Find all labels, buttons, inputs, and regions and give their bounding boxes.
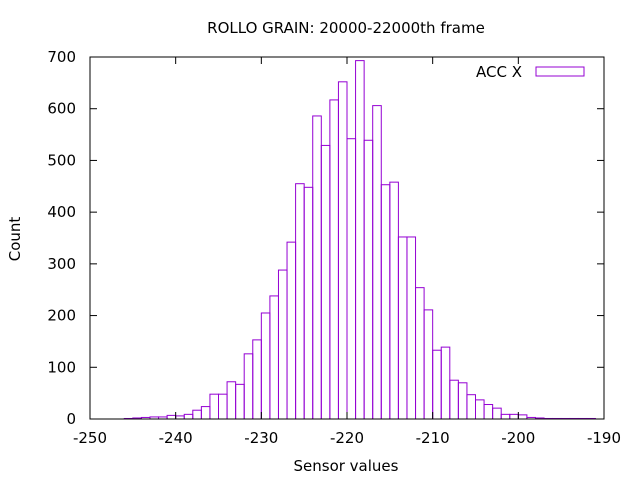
histogram-bar — [492, 407, 502, 420]
histogram-bar — [389, 181, 399, 420]
histogram-bar — [457, 382, 468, 420]
x-axis-label: Sensor values — [294, 457, 399, 475]
histogram-bar — [423, 309, 434, 420]
x-tick-label: -220 — [330, 429, 364, 447]
y-tick-label: 300 — [47, 255, 76, 273]
legend-swatch — [535, 66, 585, 77]
histogram-bar — [260, 312, 271, 420]
histogram-bar — [432, 349, 442, 420]
y-tick-label: 200 — [47, 307, 76, 325]
histogram-bar — [475, 399, 485, 420]
y-tick-label: 500 — [47, 151, 76, 169]
histogram-bar — [517, 414, 528, 420]
plot-frame — [89, 56, 605, 420]
y-tick-label: 700 — [47, 48, 76, 66]
histogram-bar — [243, 353, 254, 420]
histogram-bar — [406, 236, 417, 420]
histogram-bar — [509, 413, 519, 420]
histogram-bar — [277, 269, 288, 420]
bar-series — [123, 60, 596, 420]
histogram-bar — [269, 295, 279, 420]
histogram-bar — [380, 184, 391, 420]
legend: ACC X — [476, 63, 585, 81]
histogram-bar — [355, 60, 365, 420]
histogram-bar — [235, 383, 245, 420]
histogram-bar — [372, 105, 382, 420]
histogram-bar — [500, 413, 511, 420]
histogram-bar — [183, 413, 194, 420]
legend-label: ACC X — [476, 63, 522, 81]
x-tick-label: -190 — [587, 429, 621, 447]
histogram-bar — [363, 139, 374, 420]
histogram-bar — [226, 381, 237, 420]
y-tick-label: 0 — [66, 410, 76, 428]
chart-title: ROLLO GRAIN: 20000-22000th frame — [207, 19, 485, 37]
histogram-bar — [397, 236, 408, 420]
histogram-bar — [483, 404, 494, 420]
histogram-bar — [415, 287, 425, 420]
histogram-bar — [303, 186, 314, 420]
y-tick-label: 600 — [47, 100, 76, 118]
histogram-bar — [337, 81, 348, 420]
axis-ticks: -250 -240 -230 -220 -210 -200 -190 0 100 200 300 40… — [47, 48, 621, 447]
histogram-bar — [252, 339, 262, 420]
y-axis-label: Count — [6, 217, 24, 262]
histogram-bar — [466, 394, 476, 420]
x-tick-label: -230 — [244, 429, 278, 447]
histogram-bar — [200, 406, 211, 420]
histogram-bar — [449, 379, 459, 420]
histogram-bar — [218, 393, 228, 420]
histogram-bar — [312, 115, 322, 420]
x-tick-label: -210 — [416, 429, 450, 447]
histogram-bar — [320, 144, 331, 420]
histogram-bar — [295, 183, 305, 420]
histogram-bar — [286, 241, 297, 420]
y-tick-label: 100 — [47, 358, 76, 376]
histogram-bar — [166, 414, 177, 420]
x-tick-label: -200 — [501, 429, 535, 447]
histogram-bar — [346, 138, 357, 420]
histogram-bar — [192, 409, 202, 420]
x-tick-label: -240 — [159, 429, 193, 447]
histogram-bar — [209, 393, 219, 420]
histogram-bar — [440, 346, 451, 420]
x-tick-label: -250 — [73, 429, 107, 447]
histogram-bar — [329, 99, 339, 420]
y-tick-label: 400 — [47, 203, 76, 221]
